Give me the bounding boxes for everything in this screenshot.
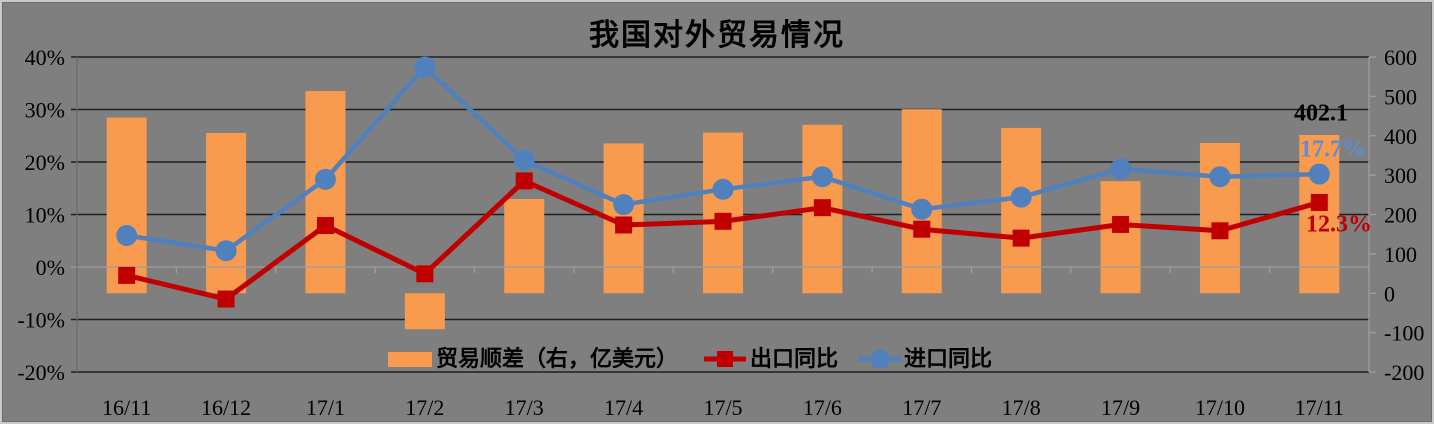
bar-17/3 [504, 199, 545, 294]
x-axis-label-17/10: 17/10 [1195, 395, 1245, 420]
x-axis-label-17/8: 17/8 [1002, 395, 1041, 420]
import-marker-17/2 [414, 56, 436, 78]
legend-label-export: 出口同比 [750, 346, 839, 371]
bar-16/11 [106, 117, 147, 294]
right-axis-tick-label: -200 [1384, 360, 1424, 385]
chart-title: 我国对外贸易情况 [589, 19, 845, 52]
right-axis-tick-label: 600 [1384, 45, 1417, 70]
legend-label-surplus: 贸易顺差（右，亿美元） [436, 346, 679, 371]
left-axis-tick-label: -20% [17, 360, 65, 385]
x-axis-label-16/11: 16/11 [102, 395, 151, 420]
left-axis-tick-label: 0% [36, 255, 65, 280]
x-axis-label-17/6: 17/6 [803, 395, 842, 420]
export-marker-17/2 [416, 265, 434, 283]
export-marker-17/8 [1012, 229, 1030, 247]
import-marker-17/3 [513, 149, 535, 171]
annotation-import-value: 17.7% [1300, 136, 1366, 163]
right-axis-tick-label: 500 [1384, 84, 1417, 109]
x-axis-label-17/1: 17/1 [306, 395, 345, 420]
import-marker-17/1 [314, 168, 336, 190]
export-marker-17/3 [515, 172, 533, 190]
left-axis-tick-label: 40% [25, 45, 65, 70]
annotation-export-value: 12.3% [1306, 211, 1372, 238]
legend-swatch-export-line [704, 348, 747, 370]
bar-16/12 [206, 132, 247, 294]
bar-17/1 [305, 91, 346, 294]
import-marker-17/6 [811, 166, 833, 188]
x-axis-label-17/9: 17/9 [1101, 395, 1140, 420]
left-axis-tick-label: 30% [25, 98, 65, 123]
left-axis-tick-label: 20% [25, 150, 65, 175]
legend: 贸易顺差（右，亿美元） 出口同比 进口同比 [388, 346, 992, 372]
import-marker-17/9 [1110, 158, 1132, 180]
import-marker-17/5 [712, 178, 734, 200]
export-marker-16/11 [118, 266, 136, 284]
left-axis-tick-label: 10% [25, 203, 65, 228]
import-marker-17/11 [1308, 163, 1330, 185]
x-axis-label-17/7: 17/7 [902, 395, 941, 420]
right-axis-tick-label: 200 [1384, 203, 1417, 228]
x-axis-label-17/2: 17/2 [405, 395, 444, 420]
import-marker-17/4 [613, 194, 635, 216]
right-axis-tick-label: 400 [1384, 124, 1417, 149]
import-marker-16/12 [215, 240, 237, 262]
bar-17/8 [1001, 127, 1042, 294]
legend-swatch-import-line [858, 347, 903, 371]
import-marker-17/10 [1209, 166, 1231, 188]
export-marker-17/1 [316, 217, 334, 235]
x-axis-label-17/11: 17/11 [1295, 395, 1344, 420]
right-axis-tick-label: 0 [1384, 281, 1395, 306]
export-marker-17/6 [813, 199, 831, 217]
export-marker-17/11 [1310, 193, 1328, 211]
export-marker-16/12 [217, 290, 235, 308]
bar-17/9 [1100, 181, 1141, 294]
legend-label-import: 进口同比 [904, 346, 993, 371]
annotation-surplus-value: 402.1 [1294, 100, 1348, 127]
export-marker-17/4 [615, 216, 633, 234]
left-axis-tick-label: -10% [17, 308, 65, 333]
x-axis-label-16/12: 16/12 [201, 395, 251, 420]
export-marker-17/7 [913, 220, 931, 238]
bar-17/10 [1199, 142, 1240, 294]
export-marker-17/5 [714, 212, 732, 230]
x-axis-label-17/4: 17/4 [604, 395, 643, 420]
export-marker-17/9 [1112, 215, 1130, 233]
legend-export-square-marker-icon [717, 351, 734, 367]
bar-17/2 [404, 293, 445, 330]
import-marker-17/8 [1010, 186, 1032, 208]
legend-import-circle-marker-icon [870, 349, 891, 369]
import-marker-16/11 [116, 225, 138, 246]
export-marker-17/10 [1211, 222, 1229, 240]
right-axis-tick-label: -100 [1384, 321, 1424, 346]
right-axis-tick-label: 300 [1384, 163, 1417, 188]
x-axis-label-17/5: 17/5 [703, 395, 742, 420]
right-axis-tick-label: 100 [1384, 242, 1417, 267]
legend-swatch-surplus-bar [388, 351, 432, 367]
x-axis-label-17/3: 17/3 [505, 395, 544, 420]
import-marker-17/7 [911, 198, 933, 220]
